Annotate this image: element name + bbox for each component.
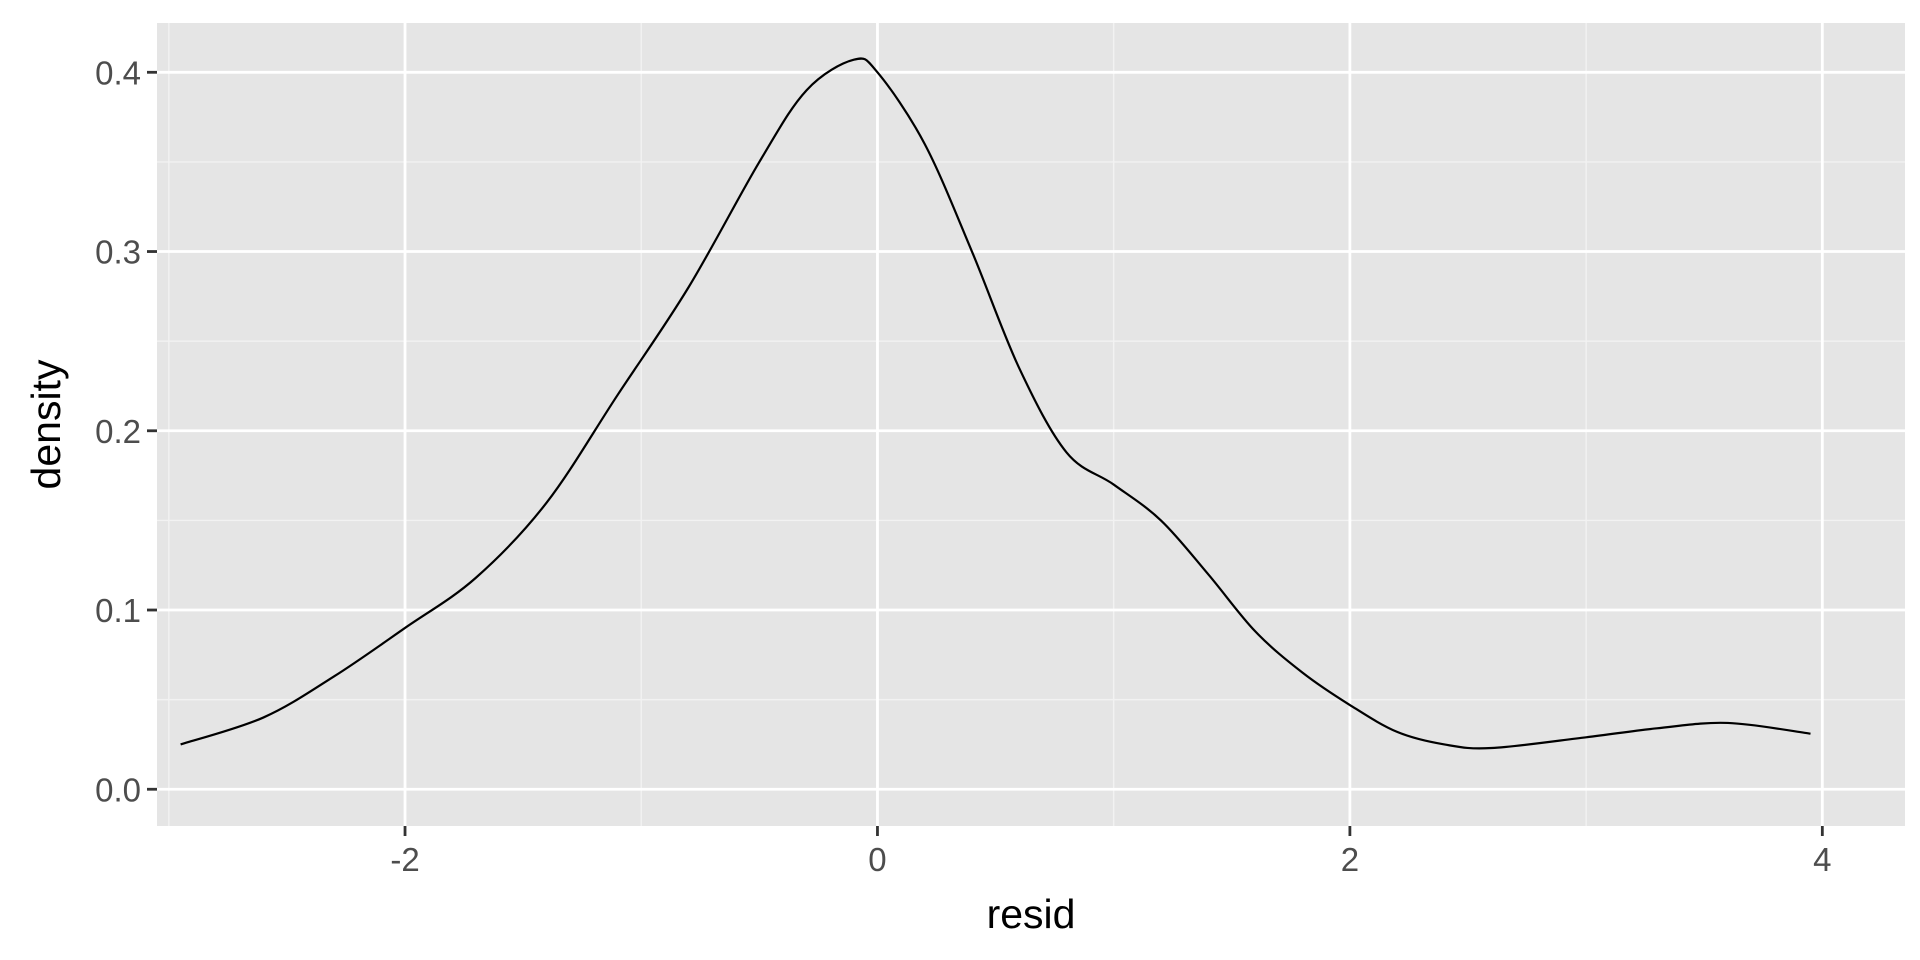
y-tick-label: 0.2 (95, 413, 141, 450)
y-axis-title: density (23, 359, 69, 489)
y-tick-label: 0.4 (95, 54, 141, 91)
x-axis: -2 0 2 4 (390, 826, 1832, 878)
density-curve (180, 57, 1811, 750)
y-tick-label: 0.0 (95, 771, 141, 808)
major-gridlines (157, 23, 1905, 826)
y-tick-label: 0.3 (95, 234, 141, 271)
x-tick-label: 0 (868, 841, 886, 878)
x-tick-label: 2 (1341, 841, 1359, 878)
y-axis: 0.0 0.1 0.2 0.3 0.4 (95, 54, 157, 808)
y-tick-label: 0.1 (95, 592, 141, 629)
minor-gridlines (157, 23, 1905, 826)
x-tick-label: 4 (1813, 841, 1831, 878)
x-axis-title: resid (987, 891, 1076, 937)
x-tick-label: -2 (390, 841, 419, 878)
plot-panel (157, 23, 1905, 826)
